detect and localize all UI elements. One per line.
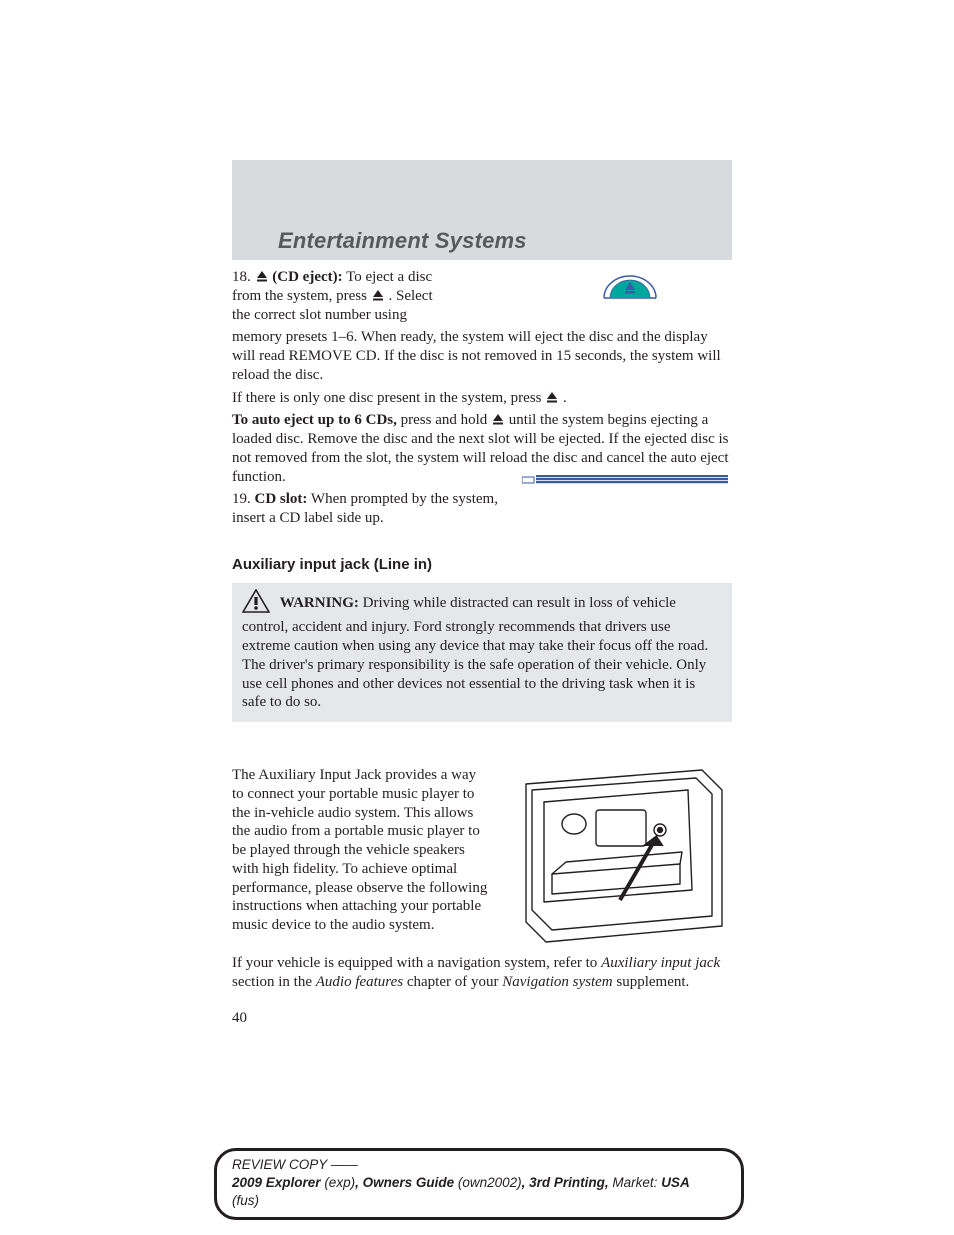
item-18-text-c: . Select	[388, 288, 432, 304]
aux-p2f: Navigation system	[502, 974, 612, 990]
warning-label: WARNING:	[280, 595, 359, 611]
item-19-number: 19.	[232, 491, 251, 507]
auto-eject-lead: To auto eject up to 6 CDs,	[232, 412, 397, 428]
footer-text: REVIEW COPY —— 2009 Explorer (exp), Owne…	[232, 1156, 732, 1211]
footer-l2e: , 3rd Printing,	[522, 1175, 609, 1190]
eject-icon	[491, 413, 505, 425]
aux-p2g: supplement.	[613, 974, 690, 990]
aux-p2a: If your vehicle is equipped with a navig…	[232, 955, 601, 971]
eject-icon	[371, 289, 385, 301]
warning-text: Driving while distracted can result in l…	[242, 595, 708, 711]
aux-paragraph-1: The Auxiliary Input Jack provides a way …	[232, 766, 490, 935]
item-18-text-a: To eject a disc	[346, 269, 432, 285]
item-18-label: (CD eject):	[272, 269, 342, 285]
item-19: 19. CD slot: When prompted by the system…	[232, 490, 512, 528]
footer-l2g: USA	[661, 1175, 690, 1190]
item-18-text-d: the correct slot number using	[232, 307, 407, 323]
warning-triangle-icon	[242, 589, 270, 619]
item-18-line1: 18. (CD eject): To eject a disc from the…	[232, 268, 732, 324]
section-heading: Entertainment Systems	[278, 228, 527, 254]
aux-paragraph-2: If your vehicle is equipped with a navig…	[232, 954, 732, 992]
aux-subheading: Auxiliary input jack (Line in)	[232, 556, 732, 575]
footer-l2b: (exp)	[321, 1175, 356, 1190]
page-number: 40	[232, 1010, 247, 1027]
footer-l2a: 2009 Explorer	[232, 1175, 321, 1190]
item-18-number: 18.	[232, 269, 251, 285]
warning-box: WARNING: Driving while distracted can re…	[232, 583, 732, 723]
eject-icon	[545, 391, 559, 403]
aux-p2e: chapter of your	[403, 974, 502, 990]
aux-p2c: section in the	[232, 974, 316, 990]
item-19-label: CD slot:	[255, 491, 308, 507]
item-18-text-b: from the system, press	[232, 288, 367, 304]
auto-eject-paragraph: To auto eject up to 6 CDs, press and hol…	[232, 411, 732, 486]
footer-l2c: , Owners Guide	[355, 1175, 454, 1190]
footer-l2f: Market:	[609, 1175, 662, 1190]
footer-l3: (fus)	[232, 1193, 259, 1208]
auto-eject-mid: press and hold	[401, 412, 488, 428]
aux-jack-figure	[504, 766, 724, 952]
footer-l2d: (own2002)	[454, 1175, 522, 1190]
item-18-text-2: memory presets 1–6. When ready, the syst…	[232, 328, 732, 384]
aux-p2b: Auxiliary input jack	[601, 955, 720, 971]
aux-p2d: Audio features	[316, 974, 403, 990]
footer-line1: REVIEW COPY ——	[232, 1157, 358, 1172]
item-18-text-3: If there is only one disc present in the…	[232, 389, 732, 408]
eject-icon	[255, 270, 269, 282]
item-18-text-3a: If there is only one disc present in the…	[232, 390, 542, 406]
item-18-text-3b: .	[563, 390, 567, 406]
